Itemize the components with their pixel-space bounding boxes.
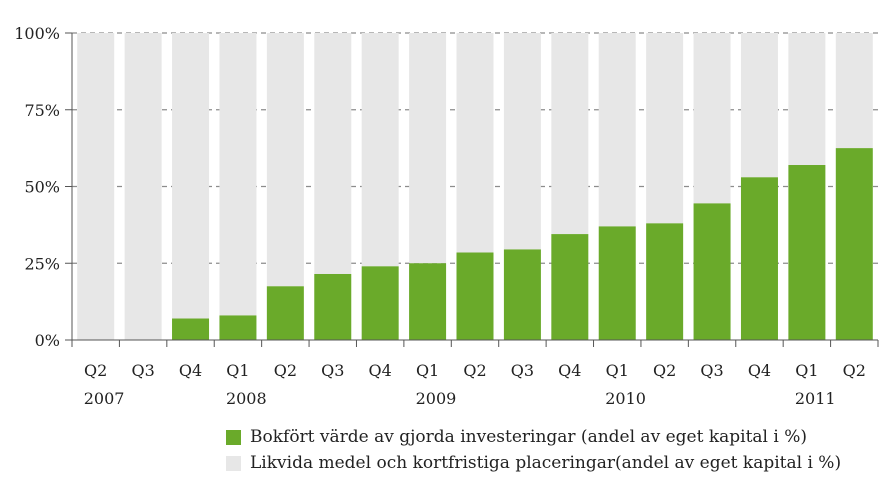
bar-liquid-assets [835, 33, 873, 149]
bar-liquid-assets [266, 33, 304, 287]
x-tick-label: Q2 [843, 361, 866, 380]
bar-investments [693, 203, 731, 340]
x-tick-label: Q4 [179, 361, 202, 380]
bar-liquid-assets [598, 33, 636, 227]
x-tick-label: Q2 [653, 361, 676, 380]
legend-swatch-liquid-assets [226, 455, 241, 471]
stacked-bar-chart: 0% 25% 50% 75% 100% Q2 Q3 Q4 Q1 Q2 Q3 Q4 Q1 Q2 Q3 Q4 Q1 Q… [14, 24, 879, 408]
x-tick-label: Q1 [226, 361, 249, 380]
y-tick-label: 75% [24, 101, 60, 120]
x-year-label: 2007 [84, 389, 125, 408]
y-tick-label: 0% [35, 331, 60, 350]
bar-liquid-assets [551, 33, 589, 235]
bar-liquid-assets [788, 33, 826, 166]
bar-investments [835, 148, 873, 340]
bar-investments [172, 318, 210, 340]
bar-liquid-assets [693, 33, 731, 204]
x-tick-label: Q2 [274, 361, 297, 380]
legend-label-liquid-assets: Likvida medel och kortfristiga placering… [250, 453, 842, 473]
x-tick-label: Q3 [511, 361, 534, 380]
x-tick-label: Q3 [321, 361, 344, 380]
bar-investments [314, 273, 352, 340]
x-tick-label: Q2 [463, 361, 486, 380]
x-tick-label: Q3 [700, 361, 723, 380]
x-tick-label: Q3 [131, 361, 154, 380]
legend-swatch-investments [226, 429, 241, 445]
bar-liquid-assets [646, 33, 684, 224]
x-year-label: 2011 [795, 389, 836, 408]
x-tick-label: Q1 [416, 361, 439, 380]
bar-investments [598, 226, 636, 340]
x-year-label: 2010 [605, 389, 646, 408]
bar-investments [551, 234, 589, 340]
x-tick-label: Q2 [84, 361, 107, 380]
x-tick-label: Q1 [606, 361, 629, 380]
bar-investments [456, 252, 494, 340]
legend-label-investments: Bokfört värde av gjorda investeringar (a… [250, 427, 808, 447]
x-tick-label: Q4 [369, 361, 392, 380]
x-year-label: 2009 [416, 389, 457, 408]
tick-labels: 0% 25% 50% 75% 100% Q2 Q3 Q4 Q1 Q2 Q3 Q4 Q1 Q2 Q3 Q4 Q1 Q… [14, 24, 866, 408]
y-tick-label: 50% [24, 178, 60, 197]
axes [65, 32, 879, 347]
legend: Bokfört värde av gjorda investeringar (a… [226, 424, 841, 476]
bar-investments [266, 286, 304, 340]
x-year-label: 2008 [226, 389, 267, 408]
x-tick-label: Q4 [748, 361, 771, 380]
bar-investments [788, 165, 826, 340]
bar-investments [409, 263, 447, 340]
bar-liquid-assets [172, 33, 210, 319]
bar-liquid-assets [219, 33, 257, 316]
bars [77, 33, 873, 340]
bar-investments [740, 177, 778, 340]
x-tick-label: Q4 [558, 361, 581, 380]
bar-investments [503, 249, 541, 340]
legend-item-investments: Bokfört värde av gjorda investeringar (a… [226, 424, 841, 450]
y-tick-label: 100% [14, 24, 60, 43]
x-tick-label: Q1 [795, 361, 818, 380]
bar-investments [646, 223, 684, 340]
bar-liquid-assets [361, 33, 399, 267]
y-tick-label: 25% [24, 254, 60, 273]
legend-item-liquid-assets: Likvida medel och kortfristiga placering… [226, 450, 841, 476]
bar-liquid-assets [314, 33, 352, 274]
bar-liquid-assets [456, 33, 494, 253]
bar-liquid-assets [124, 33, 162, 340]
bar-liquid-assets [409, 33, 447, 264]
bar-liquid-assets [77, 33, 115, 340]
bar-liquid-assets [740, 33, 778, 178]
bar-investments [219, 315, 257, 340]
bar-investments [361, 266, 399, 340]
bar-liquid-assets [503, 33, 541, 250]
